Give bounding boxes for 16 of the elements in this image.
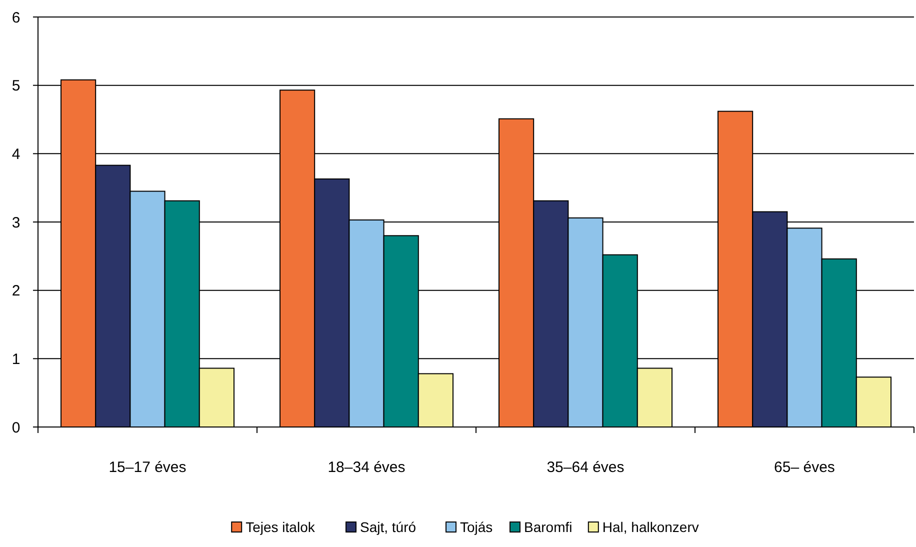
y-tick-label: 1 bbox=[12, 350, 20, 368]
legend-label: Tojás bbox=[460, 519, 493, 535]
y-tick-label: 5 bbox=[12, 78, 20, 95]
x-tick-label: 18–34 éves bbox=[328, 459, 406, 476]
legend-label: Baromfi bbox=[524, 519, 572, 535]
y-tick-label: 2 bbox=[12, 282, 20, 300]
legend-label: Sajt, túró bbox=[360, 519, 416, 535]
y-tick-label: 6 bbox=[12, 9, 20, 26]
x-tick-label: 35–64 éves bbox=[546, 459, 624, 476]
x-tick-label: 65– éves bbox=[774, 459, 835, 476]
legend-label: Tejes italok bbox=[246, 519, 316, 535]
legend-label: Hal, halkonzerv bbox=[602, 519, 699, 535]
y-tick-label: 4 bbox=[12, 146, 20, 163]
y-tick-label: 3 bbox=[12, 214, 20, 232]
x-tick-label: 15–17 éves bbox=[108, 459, 186, 476]
y-tick-label: 0 bbox=[12, 419, 20, 436]
